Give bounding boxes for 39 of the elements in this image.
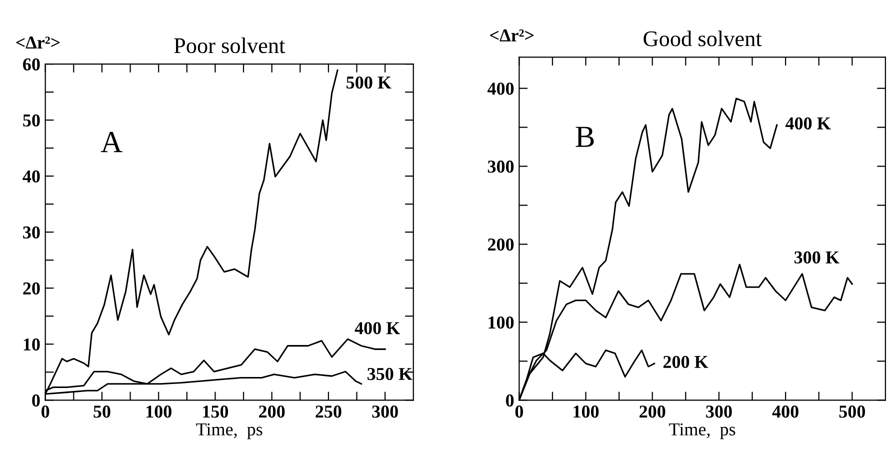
y-tick-label: 200 bbox=[488, 238, 514, 251]
series-label: 200 K bbox=[663, 356, 708, 368]
x-axis-title: Time, ps bbox=[196, 423, 262, 440]
x-tick-label: 300 bbox=[372, 406, 398, 418]
legend-label: 500 K bbox=[346, 76, 392, 89]
y-axis-title: <Δr²> bbox=[16, 36, 60, 48]
y-tick-label: 30 bbox=[23, 226, 40, 239]
y-tick-label: 20 bbox=[23, 282, 40, 295]
y-tick-label: 100 bbox=[488, 316, 514, 329]
series-label: 400 K bbox=[785, 117, 831, 130]
y-tick-label: 400 bbox=[487, 82, 514, 95]
x-tick-label: 150 bbox=[203, 406, 228, 418]
x-tick-label: 0 bbox=[42, 406, 50, 418]
y-axis-title: <Δr²> bbox=[490, 29, 534, 42]
chart-title: Good solvent bbox=[644, 30, 762, 46]
y-tick-label: 60 bbox=[23, 58, 40, 71]
x-tick-label: 50 bbox=[94, 406, 110, 418]
x-axis-title: Time, ps bbox=[669, 423, 736, 440]
series-label: 300 K bbox=[794, 251, 840, 264]
legend-label: 400 K bbox=[354, 322, 400, 334]
x-tick-label: 0 bbox=[515, 406, 523, 418]
y-tick-label: 40 bbox=[22, 170, 40, 183]
y-tick-label: 0 bbox=[32, 394, 40, 407]
y-tick-label: 50 bbox=[23, 114, 40, 127]
legend-label: 350 K bbox=[368, 368, 412, 380]
annotation: A bbox=[100, 132, 122, 152]
x-tick-label: 100 bbox=[146, 406, 172, 418]
x-tick-label: 100 bbox=[574, 406, 599, 418]
x-tick-label: 300 bbox=[706, 406, 732, 418]
x-tick-label: 200 bbox=[640, 406, 666, 418]
x-tick-label: 250 bbox=[316, 406, 342, 418]
annotation: B bbox=[576, 126, 594, 147]
x-tick-label: 200 bbox=[259, 406, 285, 418]
x-tick-label: 400 bbox=[772, 406, 798, 418]
y-tick-label: 10 bbox=[24, 338, 40, 351]
x-tick-label: 500 bbox=[839, 406, 865, 418]
y-tick-label: 0 bbox=[506, 394, 514, 407]
chart-title: Poor solvent bbox=[174, 38, 286, 54]
y-tick-label: 300 bbox=[488, 160, 514, 173]
